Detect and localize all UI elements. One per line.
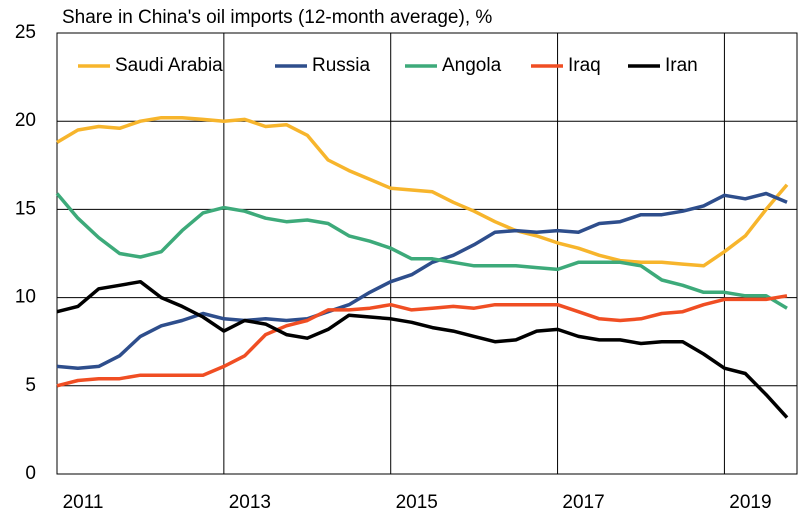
legend-label: Angola [442,55,502,76]
legend-label: Iran [665,55,698,76]
series-line [56,294,788,388]
y-tick-label: 5 [25,375,36,396]
series-line [55,192,788,310]
x-tick-label: 2015 [396,492,438,513]
legend-label: Russia [312,55,371,76]
y-tick-label: 15 [15,198,36,219]
chart-title: Share in China's oil imports (12-month a… [62,7,492,28]
plot-frame [56,32,798,475]
series-line [56,279,789,419]
legend-label: Saudi Arabia [115,55,223,76]
series-line [56,115,789,268]
x-tick-label: 2013 [229,492,271,513]
y-tick-label: 10 [15,287,36,308]
legend-label: Iraq [568,55,601,76]
y-tick-label: 20 [15,110,36,131]
x-tick-label: 2019 [729,492,771,513]
x-tick-label: 2017 [562,492,604,513]
series-line [56,191,788,370]
y-tick-label: 0 [25,463,36,484]
y-tick-label: 25 [15,22,36,43]
x-tick-label: 2011 [63,492,104,513]
